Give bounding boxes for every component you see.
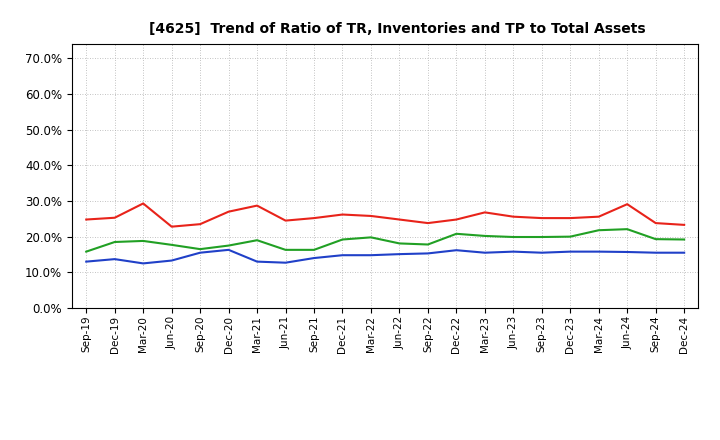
Trade Receivables	[196, 221, 204, 227]
Trade Receivables	[566, 216, 575, 221]
Trade Payables	[395, 241, 404, 246]
Trade Payables	[652, 237, 660, 242]
Trade Receivables	[139, 201, 148, 206]
Trade Receivables	[452, 217, 461, 222]
Trade Payables	[167, 242, 176, 247]
Inventories	[338, 253, 347, 258]
Trade Receivables	[537, 216, 546, 221]
Trade Receivables	[282, 218, 290, 223]
Trade Receivables	[366, 213, 375, 219]
Inventories	[509, 249, 518, 254]
Inventories	[566, 249, 575, 254]
Inventories	[652, 250, 660, 255]
Inventories	[423, 251, 432, 256]
Trade Payables	[82, 249, 91, 254]
Line: Trade Payables: Trade Payables	[86, 229, 684, 252]
Trade Payables	[310, 247, 318, 253]
Inventories	[196, 250, 204, 255]
Trade Receivables	[680, 222, 688, 227]
Inventories	[82, 259, 91, 264]
Trade Receivables	[225, 209, 233, 214]
Inventories	[282, 260, 290, 265]
Trade Receivables	[423, 220, 432, 226]
Trade Receivables	[623, 202, 631, 207]
Trade Payables	[680, 237, 688, 242]
Inventories	[225, 247, 233, 253]
Inventories	[253, 259, 261, 264]
Inventories	[139, 261, 148, 266]
Trade Payables	[566, 234, 575, 239]
Trade Payables	[623, 227, 631, 232]
Trade Payables	[452, 231, 461, 236]
Inventories	[452, 248, 461, 253]
Inventories	[595, 249, 603, 254]
Trade Receivables	[310, 216, 318, 221]
Trade Receivables	[338, 212, 347, 217]
Trade Receivables	[253, 203, 261, 208]
Inventories	[480, 250, 489, 255]
Trade Payables	[537, 235, 546, 240]
Trade Payables	[480, 233, 489, 238]
Trade Payables	[282, 247, 290, 253]
Inventories	[537, 250, 546, 255]
Line: Trade Receivables: Trade Receivables	[86, 203, 684, 227]
Inventories	[310, 255, 318, 260]
Trade Payables	[423, 242, 432, 247]
Trade Receivables	[110, 215, 119, 220]
Trade Payables	[366, 235, 375, 240]
Trade Payables	[253, 238, 261, 243]
Trade Receivables	[167, 224, 176, 229]
Inventories	[623, 249, 631, 255]
Trade Payables	[139, 238, 148, 244]
Trade Receivables	[395, 217, 404, 222]
Trade Receivables	[480, 210, 489, 215]
Line: Inventories: Inventories	[86, 250, 684, 264]
Trade Payables	[595, 227, 603, 233]
Inventories	[395, 252, 404, 257]
Trade Payables	[225, 243, 233, 248]
Title: [4625]  Trend of Ratio of TR, Inventories and TP to Total Assets: [4625] Trend of Ratio of TR, Inventories…	[150, 22, 646, 36]
Trade Receivables	[509, 214, 518, 219]
Inventories	[110, 257, 119, 262]
Trade Payables	[509, 235, 518, 240]
Inventories	[680, 250, 688, 255]
Trade Payables	[338, 237, 347, 242]
Trade Receivables	[595, 214, 603, 219]
Trade Receivables	[652, 220, 660, 226]
Inventories	[167, 258, 176, 263]
Trade Payables	[196, 246, 204, 252]
Inventories	[366, 253, 375, 258]
Trade Receivables	[82, 217, 91, 222]
Trade Payables	[110, 239, 119, 245]
